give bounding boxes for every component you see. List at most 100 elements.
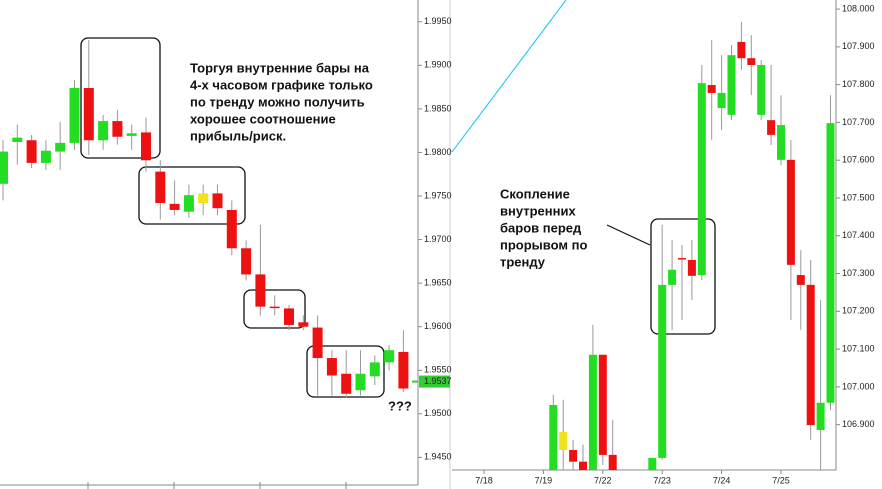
- y-tick-label: 1.9600: [424, 321, 452, 331]
- candle-body: [796, 275, 805, 285]
- y-tick-label: 107.700: [842, 117, 875, 127]
- annotation-line: тренду: [500, 254, 546, 269]
- x-tick-label: 7/25: [772, 475, 790, 485]
- y-tick-label: 1.9750: [424, 190, 452, 200]
- y-tick-label: 1.9950: [424, 16, 452, 26]
- annotation-line: по тренду можно получить: [190, 94, 365, 109]
- y-tick-label: 1.9850: [424, 103, 452, 113]
- annotation-line: Скопление: [500, 186, 570, 201]
- candle-body: [298, 322, 309, 327]
- candle-body: [697, 83, 706, 276]
- pointer-line: [606, 224, 651, 246]
- candle-body: [658, 284, 667, 458]
- x-tick-label: 7/23: [653, 475, 671, 485]
- annotation-line: 4-х часовом графике только: [190, 77, 373, 92]
- y-tick-label: 107.200: [842, 306, 875, 316]
- x-tick-label: 7/18: [475, 475, 493, 485]
- candle-body: [579, 461, 587, 470]
- candle-body: [398, 351, 409, 389]
- candle-body: [12, 137, 23, 142]
- candle-body: [55, 142, 66, 152]
- annotation-line: Торгуя внутренние бары на: [190, 60, 370, 75]
- candle-body: [569, 449, 578, 462]
- candle-body: [717, 92, 726, 109]
- annotation-line: баров перед: [500, 220, 582, 235]
- candle-body: [648, 457, 657, 470]
- candle-body: [255, 274, 266, 307]
- candle-body: [141, 132, 151, 161]
- last-price-label: 1.9537: [424, 376, 452, 386]
- candle-body: [707, 85, 716, 93]
- y-tick-label: 107.400: [842, 230, 875, 240]
- annotation-line: внутренних: [500, 203, 576, 218]
- x-tick-label: 7/24: [713, 475, 731, 485]
- annotation-line: хорошее соотношение: [190, 111, 336, 126]
- candle-body: [806, 284, 815, 426]
- candle-body: [112, 121, 123, 137]
- y-tick-label: 107.000: [842, 381, 875, 391]
- candle-body: [369, 362, 380, 377]
- y-tick-label: 107.800: [842, 79, 875, 89]
- candle-body: [241, 248, 252, 275]
- candle-body: [757, 64, 766, 115]
- candle-body: [155, 171, 166, 203]
- candle-body: [40, 150, 51, 163]
- candle-body: [126, 133, 137, 136]
- candle-body: [826, 123, 835, 403]
- candle-body: [384, 350, 395, 363]
- question-note: ???: [388, 398, 412, 413]
- candle-body: [737, 41, 746, 59]
- y-tick-label: 1.9900: [424, 60, 452, 70]
- annotation-line: прорывом по: [500, 237, 587, 252]
- last-price-box: [419, 375, 450, 388]
- y-tick-label: 1.9450: [424, 452, 452, 462]
- y-tick-label: 107.300: [842, 268, 875, 278]
- candle-body: [608, 454, 617, 470]
- x-tick-label: 7/22: [594, 475, 612, 485]
- annotation-line: прибыль/риск.: [190, 128, 286, 143]
- y-tick-label: 108.000: [842, 3, 875, 13]
- y-tick-label: 1.9650: [424, 277, 452, 287]
- y-tick-label: 1.9800: [424, 147, 452, 157]
- candle-body: [269, 306, 280, 309]
- indicator-line: [451, 0, 567, 153]
- y-tick-label: 107.100: [842, 343, 875, 353]
- candle-body: [212, 193, 223, 209]
- candle-body: [69, 87, 80, 143]
- y-tick-label: 1.9700: [424, 234, 452, 244]
- candle-body: [816, 402, 825, 430]
- candle-body: [312, 327, 323, 359]
- candle-body: [747, 58, 756, 65]
- candle-body: [598, 354, 607, 455]
- candle-body: [341, 373, 352, 394]
- candle-body: [588, 354, 597, 470]
- y-tick-label: 107.900: [842, 41, 875, 51]
- candle-body: [284, 308, 294, 325]
- x-tick-label: 7/19: [535, 475, 553, 485]
- x-ticks: [87, 482, 347, 489]
- candle-body: [687, 259, 696, 276]
- y-tick-label: 107.500: [842, 192, 875, 202]
- candle-body: [0, 151, 8, 184]
- candle-body: [183, 195, 194, 212]
- y-tick-label: 1.9550: [424, 365, 452, 375]
- candle-body: [355, 373, 366, 391]
- candle-body: [326, 358, 337, 376]
- candle-body: [678, 258, 686, 260]
- candle-body: [767, 120, 776, 135]
- y-tick-label: 106.900: [842, 419, 875, 429]
- candle-body: [786, 159, 795, 265]
- candle-body: [777, 125, 785, 160]
- candle-body: [98, 121, 109, 141]
- candle-body: [226, 209, 237, 249]
- candle-body: [83, 87, 94, 141]
- candle-body: [26, 140, 37, 163]
- candle-body: [668, 269, 677, 285]
- highlight-boxes: [80, 37, 716, 398]
- candle-body: [559, 431, 568, 450]
- y-tick-label: 1.9500: [424, 408, 452, 418]
- candle-body: [198, 193, 209, 203]
- candle-body: [549, 405, 558, 470]
- y-tick-label: 107.600: [842, 155, 875, 165]
